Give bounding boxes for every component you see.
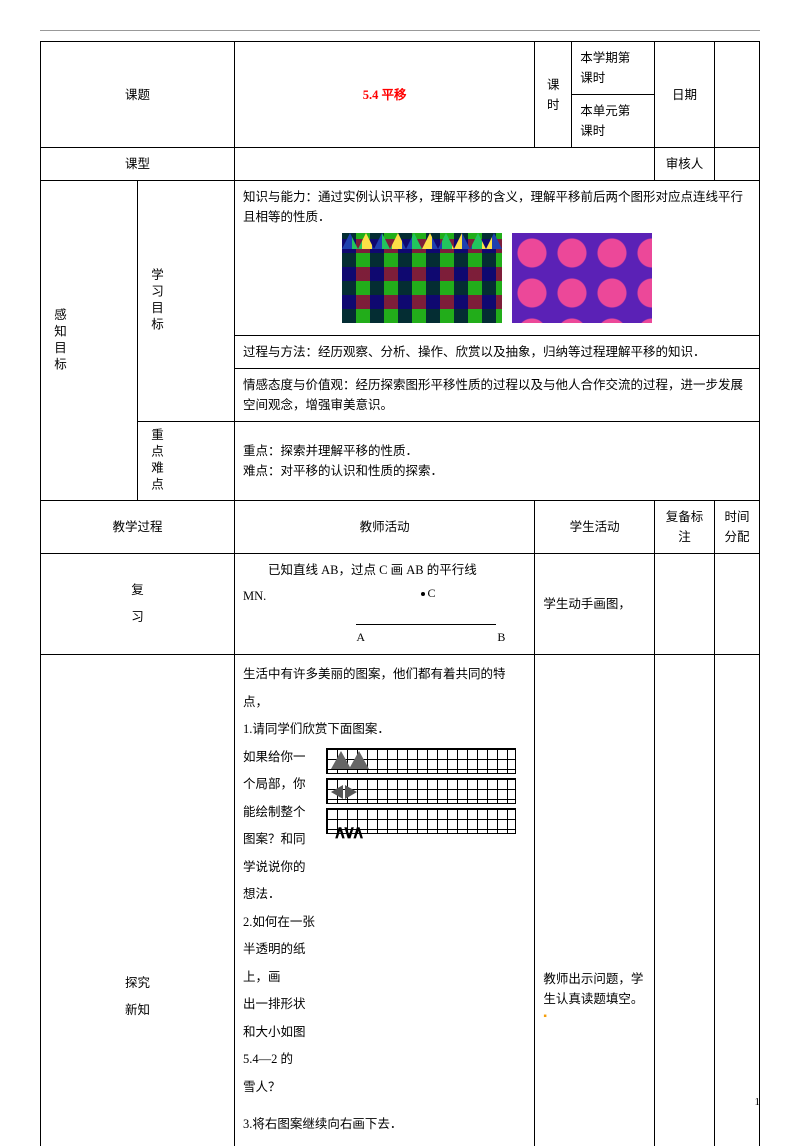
reviewer-value: [715, 148, 760, 181]
goals-side-label: 感知目标: [41, 181, 138, 501]
unit-period: 本单元第 课时: [572, 95, 655, 148]
review-label: 复习: [41, 554, 235, 655]
point-a: A: [356, 628, 365, 647]
lesson-title: 5.4 平移: [235, 42, 535, 148]
type-value: [235, 148, 655, 181]
review-teacher: 已知直线 AB，过点 C 画 AB 的平行线 C A B MN.: [235, 554, 535, 655]
line-ab: [356, 624, 496, 625]
explore-label: 探究新知: [41, 655, 235, 1146]
col-notes: 复备标注: [655, 501, 715, 554]
key-difficult-points: 重点：探索并理解平移的性质． 难点：对平移的认识和性质的探索．: [235, 422, 760, 501]
col-student: 学生活动: [535, 501, 655, 554]
marker-icon: ▪: [543, 1009, 646, 1025]
reviewer-label: 审核人: [655, 148, 715, 181]
difficulty-label: 重点难点: [138, 422, 235, 501]
period-label: 课时: [535, 42, 572, 148]
pattern-image-2: [512, 233, 652, 323]
review-student: 学生动手画图，: [535, 554, 655, 655]
top-divider: [40, 30, 760, 31]
semester-period: 本学期第 课时: [572, 42, 655, 95]
explore-teacher: 生活中有许多美丽的图案，他们都有着共同的特点， 1.请同学们欣赏下面图案． 如果…: [235, 655, 535, 1146]
knowledge-goal: 知识与能力：通过实例认识平移，理解平移的含义，理解平移前后两个图形对应点连线平行…: [235, 181, 760, 336]
explore-notes: [655, 655, 715, 1146]
review-time: [715, 554, 760, 655]
lesson-plan-table: 课题 5.4 平移 课时 本学期第 课时 日期 本单元第 课时 课型 审核人 感…: [40, 41, 760, 1146]
col-process: 教学过程: [41, 501, 235, 554]
col-time: 时间分配: [715, 501, 760, 554]
grid-patterns: ∧∨∧: [326, 744, 526, 1102]
col-teacher: 教师活动: [235, 501, 535, 554]
date-value: [715, 42, 760, 148]
attitude-goal: 情感态度与价值观：经历探索图形平移性质的过程以及与他人合作交流的过程，进一步发展…: [235, 369, 760, 422]
date-label: 日期: [655, 42, 715, 148]
point-b: B: [497, 628, 505, 647]
point-c: C: [421, 584, 435, 603]
study-goals-label: 学习目标: [138, 181, 235, 422]
topic-label: 课题: [41, 42, 235, 148]
review-notes: [655, 554, 715, 655]
type-label: 课型: [41, 148, 235, 181]
explore-time: [715, 655, 760, 1146]
page-number: 1: [755, 1094, 761, 1112]
explore-student: 教师出示问题，学生认真读题填空。 ▪: [535, 655, 655, 1146]
process-goal: 过程与方法：经历观察、分析、操作、欣赏以及抽象，归纳等过程理解平移的知识．: [235, 336, 760, 369]
pattern-image-1: [342, 233, 502, 323]
